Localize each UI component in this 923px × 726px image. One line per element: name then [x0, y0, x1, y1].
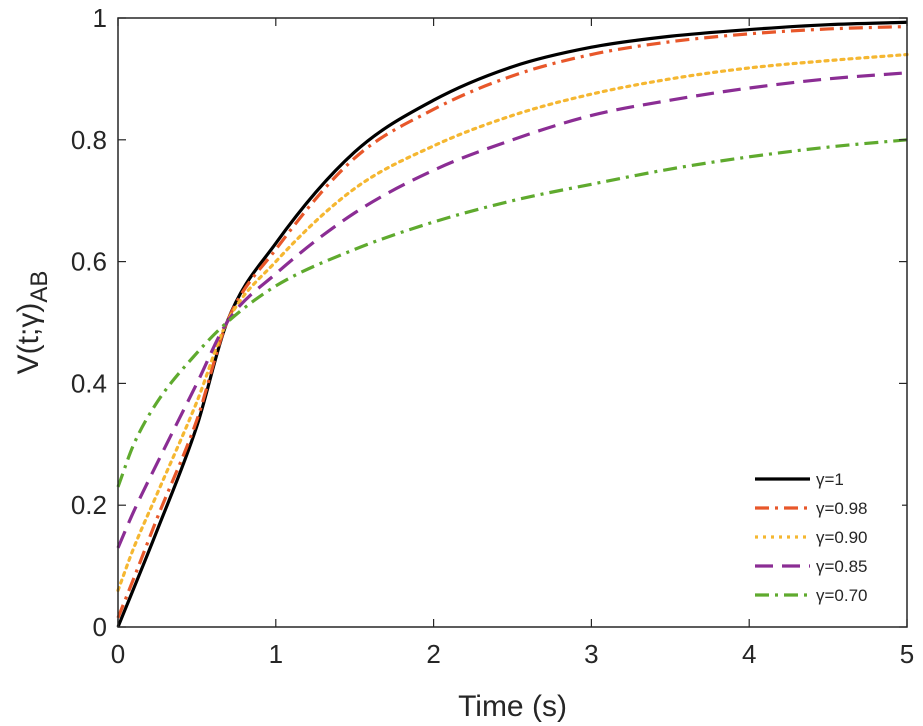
axis-ticks: 0 1 2 3 4 5 0 0.2 0.4 0.6 0.8 1 — [71, 3, 914, 669]
legend-label: γ=0.90 — [816, 528, 868, 547]
series-line-5 — [116, 138, 908, 488]
x-tick-label: 0 — [111, 639, 125, 669]
series-line-1 — [116, 20, 908, 628]
legend-label: γ=1 — [816, 470, 844, 489]
x-tick-label: 5 — [900, 639, 914, 669]
plot-frame — [117, 17, 908, 628]
series-line-3 — [116, 52, 909, 593]
x-axis-label: Time (s) — [458, 690, 567, 723]
y-tick-label: 0.2 — [71, 490, 107, 520]
y-tick-label: 0 — [93, 612, 107, 642]
y-axis-label: V(t;γ)AB — [12, 271, 53, 375]
y-tick-label: 0.4 — [71, 368, 107, 398]
y-axis-label-subscript: AB — [26, 271, 53, 303]
y-axis-label-main: V(t;γ) — [12, 303, 45, 375]
legend-label: γ=0.85 — [816, 557, 868, 576]
legend-box — [742, 463, 902, 611]
x-tick-label: 3 — [584, 639, 598, 669]
y-tick-label: 1 — [93, 3, 107, 33]
y-tick-label: 0.8 — [71, 125, 107, 155]
series-line-4 — [116, 71, 908, 549]
legend-label: γ=0.70 — [816, 586, 868, 605]
x-tick-label: 2 — [426, 639, 440, 669]
legend: γ=1 γ=0.98 γ=0.90 γ=0.85 γ=0.70 — [742, 463, 902, 611]
x-tick-label: 1 — [269, 639, 283, 669]
x-tick-label: 4 — [742, 639, 756, 669]
series-layer — [116, 20, 909, 628]
legend-label: γ=0.98 — [816, 499, 868, 518]
y-tick-label: 0.6 — [71, 247, 107, 277]
